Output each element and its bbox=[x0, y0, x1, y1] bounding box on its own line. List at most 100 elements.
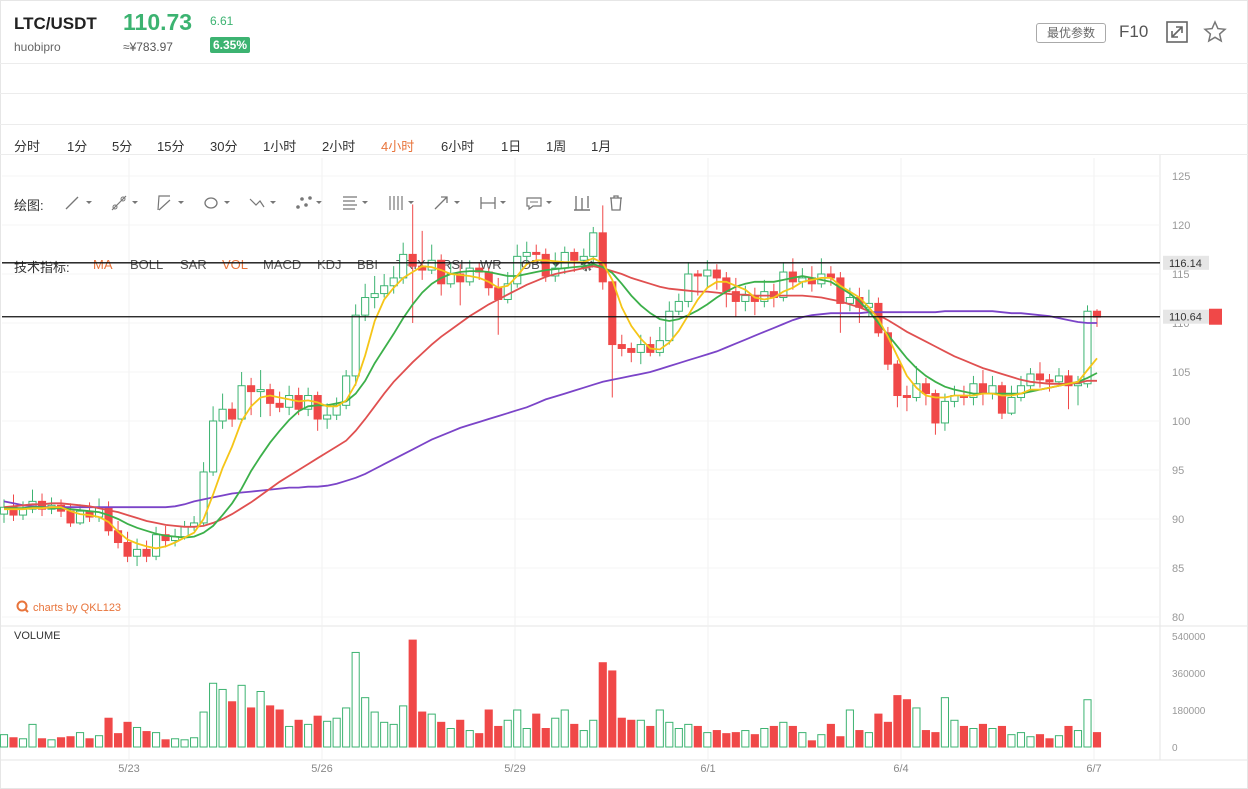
volume-bar bbox=[494, 725, 503, 748]
volume-bar bbox=[399, 705, 408, 748]
indicator-wr[interactable]: WR bbox=[480, 257, 502, 272]
candle-body bbox=[940, 400, 949, 424]
ellipse-tool-icon[interactable] bbox=[202, 193, 230, 213]
channel-tool-icon[interactable] bbox=[156, 193, 184, 213]
indicator-macd[interactable]: MACD bbox=[263, 257, 302, 272]
volume-bar bbox=[570, 723, 579, 748]
candle-body bbox=[902, 395, 911, 398]
period-2h[interactable]: 2小时 bbox=[322, 139, 356, 154]
pattern-tool-icon[interactable] bbox=[294, 193, 322, 213]
candle-body bbox=[598, 232, 607, 283]
candle-body bbox=[988, 385, 997, 395]
volume-bar bbox=[427, 713, 436, 748]
volume-bar bbox=[18, 738, 28, 748]
period-30m[interactable]: 30分 bbox=[210, 139, 238, 154]
candle-body bbox=[1007, 396, 1016, 414]
arrow-tool-icon[interactable] bbox=[432, 193, 460, 213]
volume-bar bbox=[503, 719, 512, 748]
ray-tool-icon[interactable] bbox=[110, 193, 138, 213]
period-6h[interactable]: 6小时 bbox=[441, 139, 475, 154]
volume-bar bbox=[722, 733, 731, 748]
period-1m[interactable]: 1分 bbox=[67, 139, 88, 154]
volume-bar bbox=[370, 711, 379, 748]
volume-bar bbox=[788, 725, 797, 748]
period-15m[interactable]: 15分 bbox=[157, 139, 185, 154]
volume-bar bbox=[617, 717, 626, 748]
candle-body bbox=[37, 500, 47, 510]
volume-bar bbox=[969, 728, 978, 748]
period-1w[interactable]: 1周 bbox=[546, 139, 567, 154]
candle-body bbox=[503, 283, 512, 300]
line-tool-icon[interactable] bbox=[64, 193, 92, 213]
volume-bar bbox=[608, 670, 617, 748]
price-change-pct: 6.35% bbox=[210, 37, 251, 53]
volume-bar bbox=[294, 719, 303, 748]
optimal-params-button[interactable]: 最优参数 bbox=[1036, 23, 1106, 43]
volume-bar bbox=[132, 726, 142, 748]
volume-bar bbox=[1083, 699, 1092, 748]
indicator-kdj[interactable]: KDJ bbox=[317, 257, 342, 272]
volume-bar bbox=[931, 732, 940, 748]
volume-bar bbox=[1092, 732, 1102, 748]
volume-label: VOLUME bbox=[14, 630, 61, 642]
fullscreen-icon[interactable] bbox=[1165, 20, 1189, 44]
volume-bar bbox=[161, 739, 170, 748]
candle-body bbox=[731, 291, 740, 302]
volume-bar bbox=[94, 735, 104, 748]
candle-body bbox=[9, 506, 18, 516]
candle-body bbox=[978, 383, 988, 395]
gann-tool-icon[interactable] bbox=[386, 193, 414, 213]
star-icon[interactable] bbox=[1203, 20, 1227, 44]
volume-bar bbox=[855, 730, 864, 748]
f10-button[interactable]: F10 bbox=[1119, 22, 1149, 41]
volume-bar bbox=[921, 730, 930, 748]
x-tick-label: 6/4 bbox=[893, 763, 908, 775]
period-4h[interactable]: 4小时 bbox=[381, 139, 415, 154]
indicator-sar[interactable]: SAR bbox=[180, 257, 207, 272]
candle-body bbox=[589, 232, 598, 257]
volume-bar bbox=[313, 715, 322, 748]
period-timeline[interactable]: 分时 bbox=[14, 139, 41, 154]
volume-bar bbox=[1054, 735, 1064, 748]
candle-body bbox=[228, 408, 237, 420]
comment-tool-icon[interactable] bbox=[524, 193, 552, 213]
volume-bar bbox=[418, 711, 427, 748]
ma60-line bbox=[3, 310, 1097, 509]
volume-tick-label: 0 bbox=[1172, 743, 1178, 754]
x-tick-label: 6/1 bbox=[700, 763, 715, 775]
period-1d[interactable]: 1日 bbox=[501, 139, 522, 154]
fib-tool-icon[interactable] bbox=[340, 193, 368, 213]
volume-bar bbox=[218, 688, 227, 748]
candle-settings-icon[interactable] bbox=[570, 193, 598, 213]
volume-bar bbox=[104, 717, 113, 748]
volume-bar bbox=[826, 723, 835, 748]
trash-icon[interactable] bbox=[602, 193, 630, 213]
period-5m[interactable]: 5分 bbox=[112, 139, 133, 154]
indicator-vol[interactable]: VOL bbox=[222, 257, 249, 272]
volume-tick-label: 180000 bbox=[1172, 706, 1206, 717]
polyline-tool-icon[interactable] bbox=[248, 193, 276, 213]
chevron-down-icon[interactable] bbox=[551, 262, 561, 268]
volume-bar bbox=[113, 733, 123, 748]
volume-bar bbox=[703, 732, 712, 748]
candle-body bbox=[342, 375, 351, 406]
indicator-rsi[interactable]: RSI bbox=[442, 257, 464, 272]
price-chart[interactable]: 5/23 5/26 5/29 6/1 6/4 6/71251201151101051009… bbox=[0, 155, 1248, 789]
volume-bar bbox=[750, 734, 759, 748]
volume-bar bbox=[988, 728, 997, 748]
volume-bar bbox=[256, 691, 265, 748]
volume-bar bbox=[1007, 734, 1016, 748]
candle-body bbox=[294, 395, 303, 410]
volume-bar bbox=[978, 723, 988, 748]
candle-body bbox=[313, 395, 322, 420]
candle-body bbox=[389, 277, 398, 287]
period-1h[interactable]: 1小时 bbox=[263, 139, 297, 154]
indicator-boll[interactable]: BOLL bbox=[130, 257, 164, 272]
period-1mo[interactable]: 1月 bbox=[591, 139, 612, 154]
measure-tool-icon[interactable] bbox=[478, 193, 506, 213]
volume-bar bbox=[389, 723, 398, 748]
indicator-bbi[interactable]: BBI bbox=[357, 257, 378, 272]
volume-bar bbox=[959, 725, 969, 748]
qkl-logo-icon bbox=[16, 600, 29, 613]
indicator-ma[interactable]: MA bbox=[93, 257, 113, 272]
